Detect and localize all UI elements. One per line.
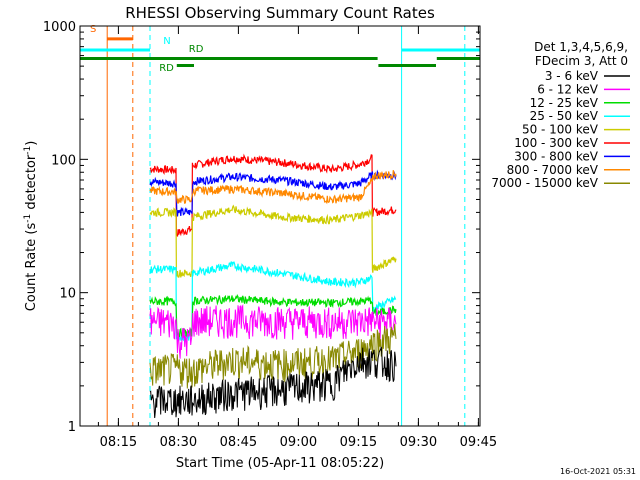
legend: Det 1,3,4,5,6,9, FDecim 3, Att 0 3 - 6 k… [491, 40, 630, 190]
x-axis-label: Start Time (05-Apr-11 08:05:22) [176, 456, 384, 471]
series-line-1 [149, 169, 397, 217]
flag-label-2: RD [189, 44, 204, 55]
y-tick-label-1: 10 [59, 287, 76, 302]
x-tick-label-0: 08:15 [100, 435, 137, 450]
x-tick-label-5: 09:30 [400, 435, 437, 450]
flag-label-3: RD [159, 63, 174, 74]
series-line-6 [149, 304, 397, 359]
flag-label-1: N [163, 36, 170, 47]
x-axis: 08:15 08:30 08:45 09:00 09:15 09:30 09:45 [97, 26, 497, 450]
legend-label-7: 800 - 7000 keV [507, 163, 599, 177]
legend-label-1: 6 - 12 keV [537, 82, 599, 96]
y-tick-label-3: 1000 [43, 20, 76, 35]
legend-header-line-1: Det 1,3,4,5,6,9, [534, 40, 628, 54]
series-line-5 [149, 293, 397, 339]
legend-label-8: 7000 - 15000 keV [491, 176, 598, 190]
x-tick-label-4: 09:15 [340, 435, 377, 450]
plot-frame [79, 25, 481, 427]
legend-label-5: 100 - 300 keV [514, 136, 598, 150]
annotation-layer: S N RD RD [80, 24, 480, 426]
y-tick-label-0: 1 [68, 420, 76, 435]
series-layer [149, 153, 397, 419]
y-axis-label: Count Rate (s-1 detector-1) [23, 141, 39, 312]
x-tick-label-3: 09:00 [280, 435, 317, 450]
series-line-8 [149, 346, 397, 419]
y-tick-label-2: 100 [51, 153, 76, 168]
generation-date: 16-Oct-2021 05:31 [560, 467, 636, 476]
series-line-3 [149, 204, 397, 278]
legend-label-0: 3 - 6 keV [545, 69, 599, 83]
x-tick-label-2: 08:45 [220, 435, 257, 450]
legend-label-3: 25 - 50 keV [530, 109, 599, 123]
series-line-0 [149, 153, 397, 237]
x-tick-label-1: 08:30 [160, 435, 197, 450]
legend-header-line-2: FDecim 3, Att 0 [535, 54, 628, 68]
chart-title: RHESSI Observing Summary Count Rates [125, 4, 435, 22]
legend-label-4: 50 - 100 keV [522, 123, 599, 137]
legend-label-6: 300 - 800 keV [514, 149, 598, 163]
flag-label-0: S [90, 24, 96, 35]
series-line-7 [149, 323, 397, 389]
legend-label-2: 12 - 25 keV [530, 96, 599, 110]
y-axis: 1 10 100 1000 [43, 20, 480, 435]
x-tick-label-6: 09:45 [460, 435, 497, 450]
series-line-2 [149, 170, 397, 205]
